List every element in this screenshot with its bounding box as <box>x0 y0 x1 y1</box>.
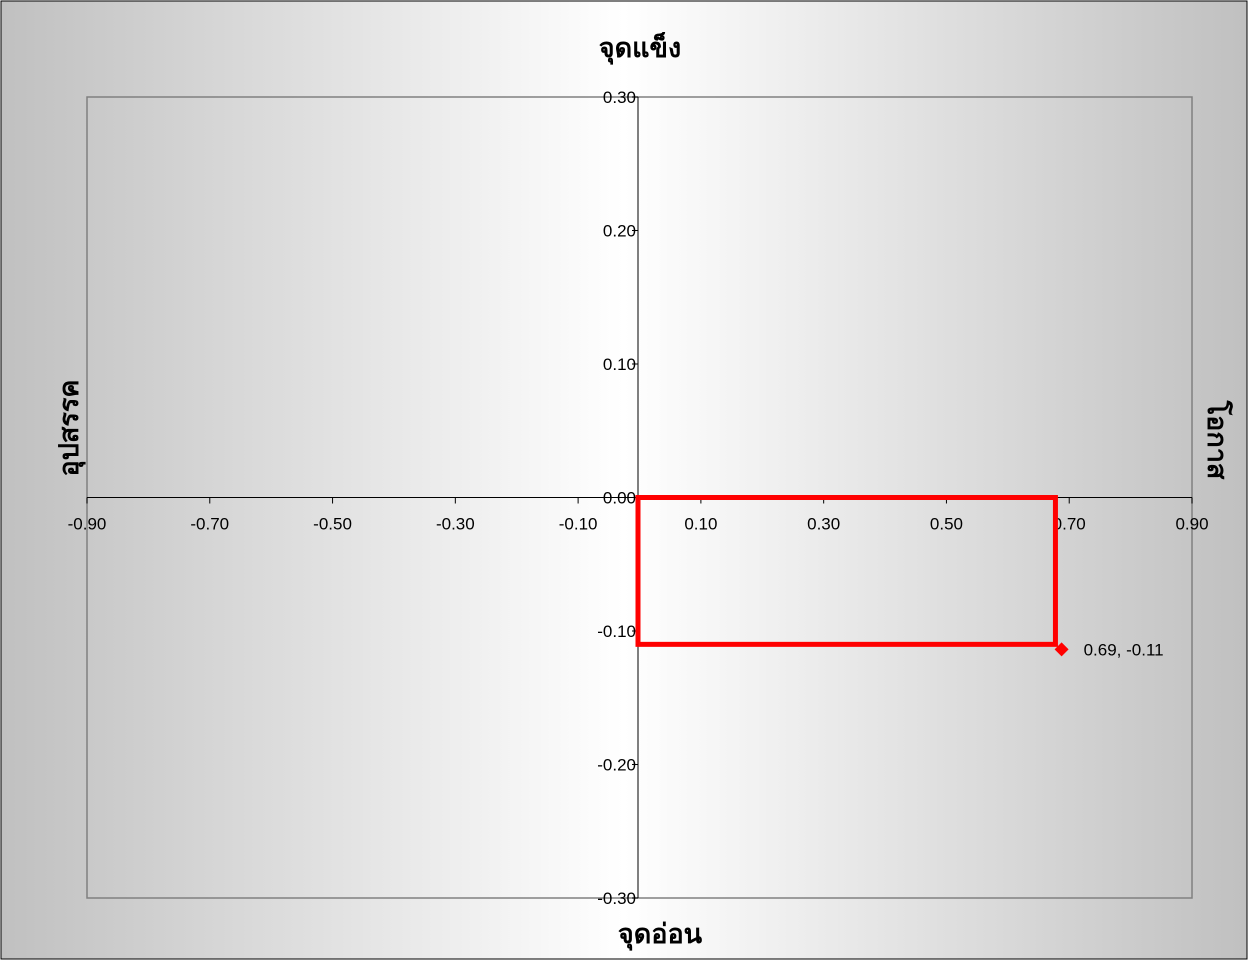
y-tick-label: 0.30 <box>603 88 636 107</box>
x-tick-label: -0.90 <box>68 515 107 534</box>
x-tick-label: -0.50 <box>313 515 352 534</box>
y-tick-label: -0.10 <box>597 622 636 641</box>
quadrant-label-top: จุดแข็ง <box>599 30 681 65</box>
x-tick-label: 0.90 <box>1175 515 1208 534</box>
y-tick-label: -0.20 <box>597 756 636 775</box>
x-tick-label: 0.30 <box>807 515 840 534</box>
y-tick-label: -0.30 <box>597 889 636 908</box>
y-tick-label: 0.10 <box>603 355 636 374</box>
x-tick-label: 0.70 <box>1053 515 1086 534</box>
y-tick-labels: 0.30 0.20 0.10 0.00 -0.10 -0.20 -0.30 <box>597 88 636 908</box>
y-tick-label: 0.00 <box>603 489 636 508</box>
x-tick-label: -0.30 <box>436 515 475 534</box>
quadrant-label-right: โอกาส <box>1201 400 1234 480</box>
x-tick-label: 0.50 <box>930 515 963 534</box>
x-tick-labels: -0.90 -0.70 -0.50 -0.30 -0.10 0.10 0.30 0.50 0.7… <box>68 515 1209 534</box>
y-tick-label: 0.20 <box>603 222 636 241</box>
x-tick-label: -0.70 <box>190 515 229 534</box>
x-tick-label: -0.10 <box>559 515 598 534</box>
data-point <box>1054 642 1069 657</box>
data-marks: 0.69, -0.11 <box>635 495 1164 659</box>
data-point-label: 0.69, -0.11 <box>1084 640 1164 659</box>
quadrant-label-left: อุปสรรค <box>54 380 86 477</box>
x-tick-label: 0.10 <box>684 515 717 534</box>
quadrant-label-bottom: จุดอ่อน <box>618 919 703 951</box>
highlight-rectangle <box>635 495 1058 647</box>
